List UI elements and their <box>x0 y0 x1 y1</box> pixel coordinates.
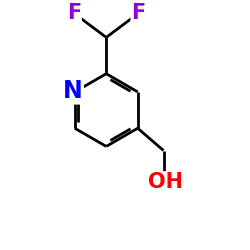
Text: OH: OH <box>148 172 183 192</box>
Text: F: F <box>132 3 146 23</box>
Text: N: N <box>63 80 83 104</box>
Text: F: F <box>67 3 81 23</box>
